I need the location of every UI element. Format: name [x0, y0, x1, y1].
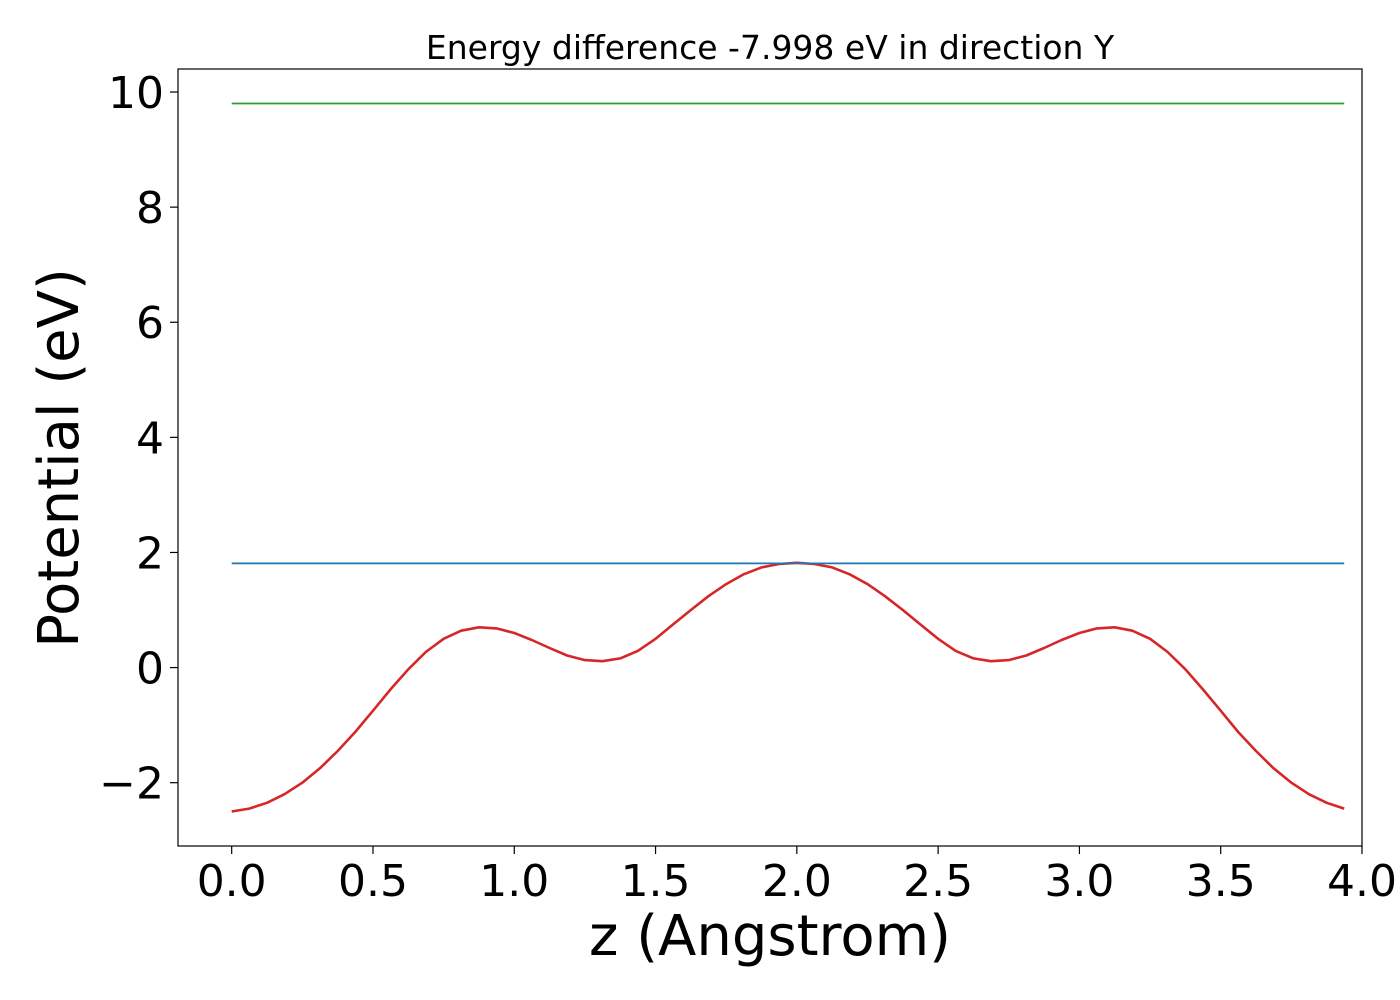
x-axis-label: z (Angstrom): [589, 904, 951, 969]
y-tick-label: 6: [136, 298, 164, 349]
x-tick-label: 2.5: [903, 856, 973, 907]
x-tick-label: 0.0: [197, 856, 267, 907]
y-tick-label: −2: [99, 759, 164, 810]
chart-title: Energy difference -7.998 eV in direction…: [426, 28, 1115, 67]
x-tick-label: 3.0: [1044, 856, 1114, 907]
y-tick-label: 0: [136, 644, 164, 695]
y-tick-label: 8: [136, 183, 164, 234]
y-axis-label: Potential (eV): [27, 268, 92, 648]
x-tick-label: 2.0: [762, 856, 832, 907]
x-axis: 0.0 0.5 1.0 1.5 2.0 2.5 3.0 3.5 4.0: [197, 846, 1397, 907]
x-tick-label: 1.0: [479, 856, 549, 907]
x-tick-label: 3.5: [1186, 856, 1256, 907]
plot-series-group: [231, 102, 1345, 813]
x-tick-label: 1.5: [621, 856, 691, 907]
y-tick-label: 4: [136, 413, 164, 464]
y-tick-label: 2: [136, 528, 164, 579]
y-axis: −2 0 2 4 6 8 10: [99, 68, 178, 810]
series-line-0: [231, 561, 1345, 813]
x-tick-label: 0.5: [338, 856, 408, 907]
x-tick-label: 4.0: [1327, 856, 1397, 907]
plot-frame: [177, 68, 1363, 847]
y-tick-label: 10: [108, 68, 164, 119]
